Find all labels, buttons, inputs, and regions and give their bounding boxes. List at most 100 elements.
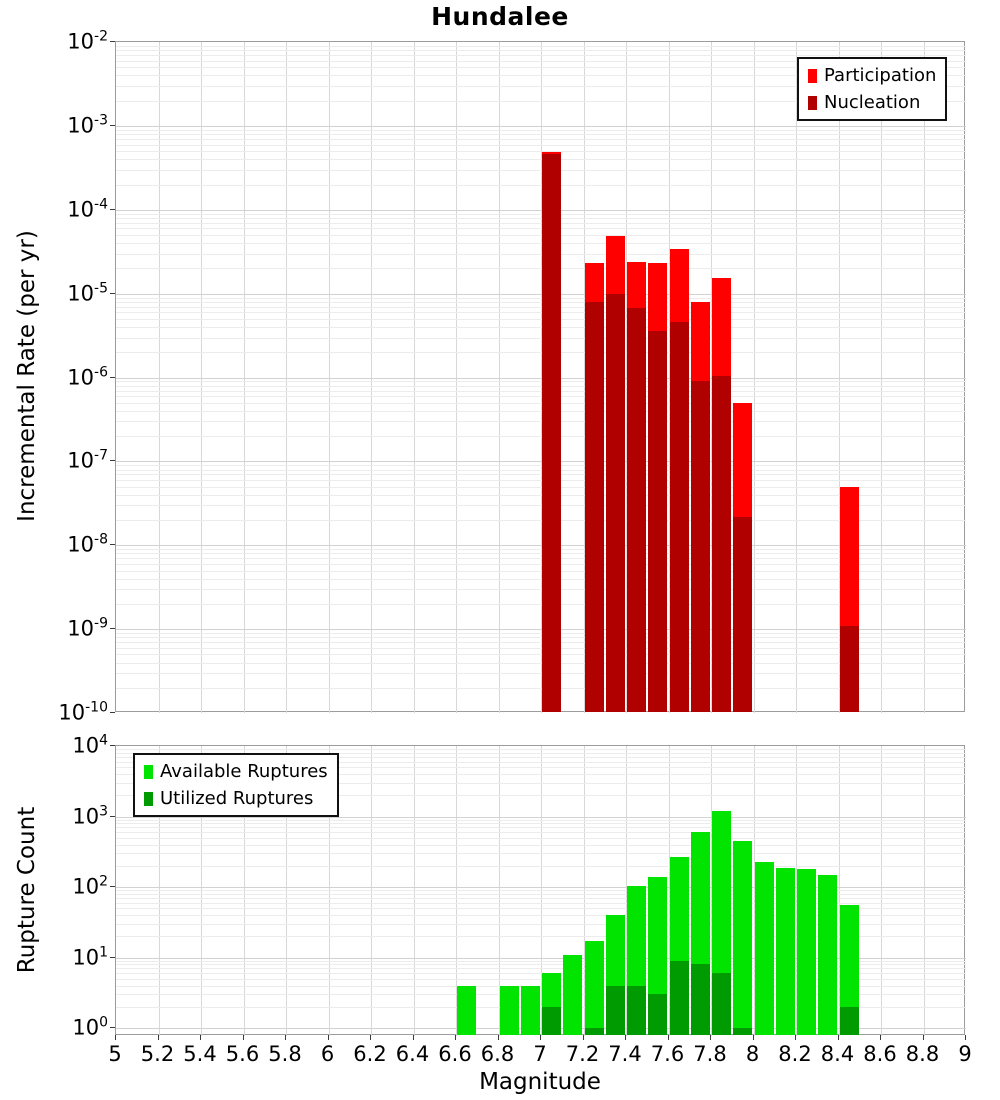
y-minor-gridline xyxy=(116,960,966,962)
y-minor-gridline xyxy=(116,994,966,996)
x-tick-label: 5.6 xyxy=(225,1042,260,1066)
y-minor-gridline xyxy=(116,505,966,507)
y-minor-gridline xyxy=(116,60,966,62)
y-minor-gridline xyxy=(116,520,966,521)
y-minor-gridline xyxy=(116,228,966,230)
nucleation-bar xyxy=(605,293,625,712)
y-minor-gridline xyxy=(116,494,966,496)
y-minor-gridline xyxy=(116,144,966,146)
y-tick-mark xyxy=(110,376,115,378)
y-tick-mark xyxy=(110,956,115,958)
available-bar xyxy=(775,868,795,1035)
available-bar xyxy=(754,862,774,1035)
available-ruptures-swatch xyxy=(144,764,153,779)
x-tick-mark xyxy=(242,1035,244,1040)
x-tick-label: 6 xyxy=(320,1042,335,1066)
y-tick-label: 100 xyxy=(72,1014,108,1040)
y-gridline xyxy=(116,125,966,127)
y-minor-gridline xyxy=(116,549,966,551)
available-bar xyxy=(839,905,859,1035)
x-tick-label: 6.8 xyxy=(480,1042,515,1066)
y-minor-gridline xyxy=(116,654,966,656)
y-minor-gridline xyxy=(116,865,966,867)
y-tick-mark xyxy=(110,712,115,713)
y-minor-gridline xyxy=(116,169,966,171)
y-minor-gridline xyxy=(116,774,966,776)
x-tick-mark xyxy=(582,1035,584,1040)
legend-label-participation: Participation xyxy=(824,64,937,86)
y-minor-gridline xyxy=(116,134,966,135)
y-tick-label: 10-2 xyxy=(67,28,108,54)
y-minor-gridline xyxy=(116,337,966,339)
y-tick-mark xyxy=(110,124,115,126)
y-minor-gridline xyxy=(116,396,966,398)
chart-title: Hundalee xyxy=(431,2,569,31)
y-tick-mark xyxy=(110,886,115,887)
y-minor-gridline xyxy=(116,480,966,481)
y-minor-gridline xyxy=(116,902,966,904)
legend-label-utilized-ruptures: Utilized Ruptures xyxy=(160,787,314,809)
y-tick-label: 103 xyxy=(72,803,108,828)
y-minor-gridline xyxy=(116,159,966,161)
y-tick-label: 10-8 xyxy=(67,531,108,557)
y-tick-label: 102 xyxy=(72,873,108,899)
y-minor-gridline xyxy=(116,853,966,855)
y-minor-gridline xyxy=(116,486,966,488)
y-minor-gridline xyxy=(116,985,966,987)
y-tick-label: 10-4 xyxy=(67,196,108,222)
y-minor-gridline xyxy=(116,553,966,555)
y-gridline xyxy=(116,545,966,547)
available-bar xyxy=(499,985,519,1035)
available-bar xyxy=(818,874,838,1035)
x-tick-mark xyxy=(837,1035,839,1040)
y-minor-gridline xyxy=(116,222,966,224)
y-minor-gridline xyxy=(116,45,966,47)
x-tick-mark xyxy=(752,1035,754,1040)
nucleation-bar xyxy=(839,625,859,712)
y-minor-gridline xyxy=(116,673,966,674)
y-tick-label: 10-9 xyxy=(67,615,108,641)
y-minor-gridline xyxy=(116,832,966,834)
available-bar xyxy=(797,869,817,1035)
nucleation-bar xyxy=(627,308,647,712)
y-minor-gridline xyxy=(116,761,966,763)
y-minor-gridline xyxy=(116,253,966,255)
y-gridline xyxy=(116,209,966,211)
y-minor-gridline xyxy=(116,327,966,328)
y-minor-gridline xyxy=(116,235,966,236)
y-minor-gridline xyxy=(116,312,966,314)
y-minor-gridline xyxy=(116,306,966,308)
x-tick-label: 5.8 xyxy=(268,1042,302,1066)
y-gridline xyxy=(116,957,966,959)
x-tick-mark xyxy=(667,1035,669,1040)
y-minor-gridline xyxy=(116,217,966,219)
x-tick-mark xyxy=(327,1035,329,1040)
y-minor-gridline xyxy=(116,129,966,131)
x-tick-mark xyxy=(157,1035,159,1040)
y-minor-gridline xyxy=(116,603,966,605)
y-minor-gridline xyxy=(116,647,966,649)
y-minor-gridline xyxy=(116,915,966,917)
y-minor-gridline xyxy=(116,297,966,299)
y-minor-gridline xyxy=(116,75,966,77)
y-minor-gridline xyxy=(116,436,966,438)
y-minor-gridline xyxy=(116,67,966,69)
legend-label-nucleation: Nucleation xyxy=(824,91,921,113)
y-minor-gridline xyxy=(116,55,966,56)
utilized-bar xyxy=(839,1006,859,1035)
available-bar xyxy=(520,985,540,1035)
y-minor-gridline xyxy=(116,749,966,751)
y-gridline xyxy=(116,293,966,295)
y-minor-gridline xyxy=(116,837,966,839)
y-minor-gridline xyxy=(116,381,966,383)
y-minor-gridline xyxy=(116,752,966,754)
y-gridline xyxy=(116,1028,966,1029)
nucleation-swatch xyxy=(808,95,817,110)
utilized-bar xyxy=(669,960,689,1035)
y-minor-gridline xyxy=(116,213,966,215)
legend-item-nucleation: Nucleation xyxy=(808,89,936,116)
rupture-legend: Available Ruptures Utilized Ruptures xyxy=(133,753,339,817)
y-tick-label: 10-10 xyxy=(58,699,108,725)
bottom-y-axis-label: Rupture Count xyxy=(14,806,40,974)
